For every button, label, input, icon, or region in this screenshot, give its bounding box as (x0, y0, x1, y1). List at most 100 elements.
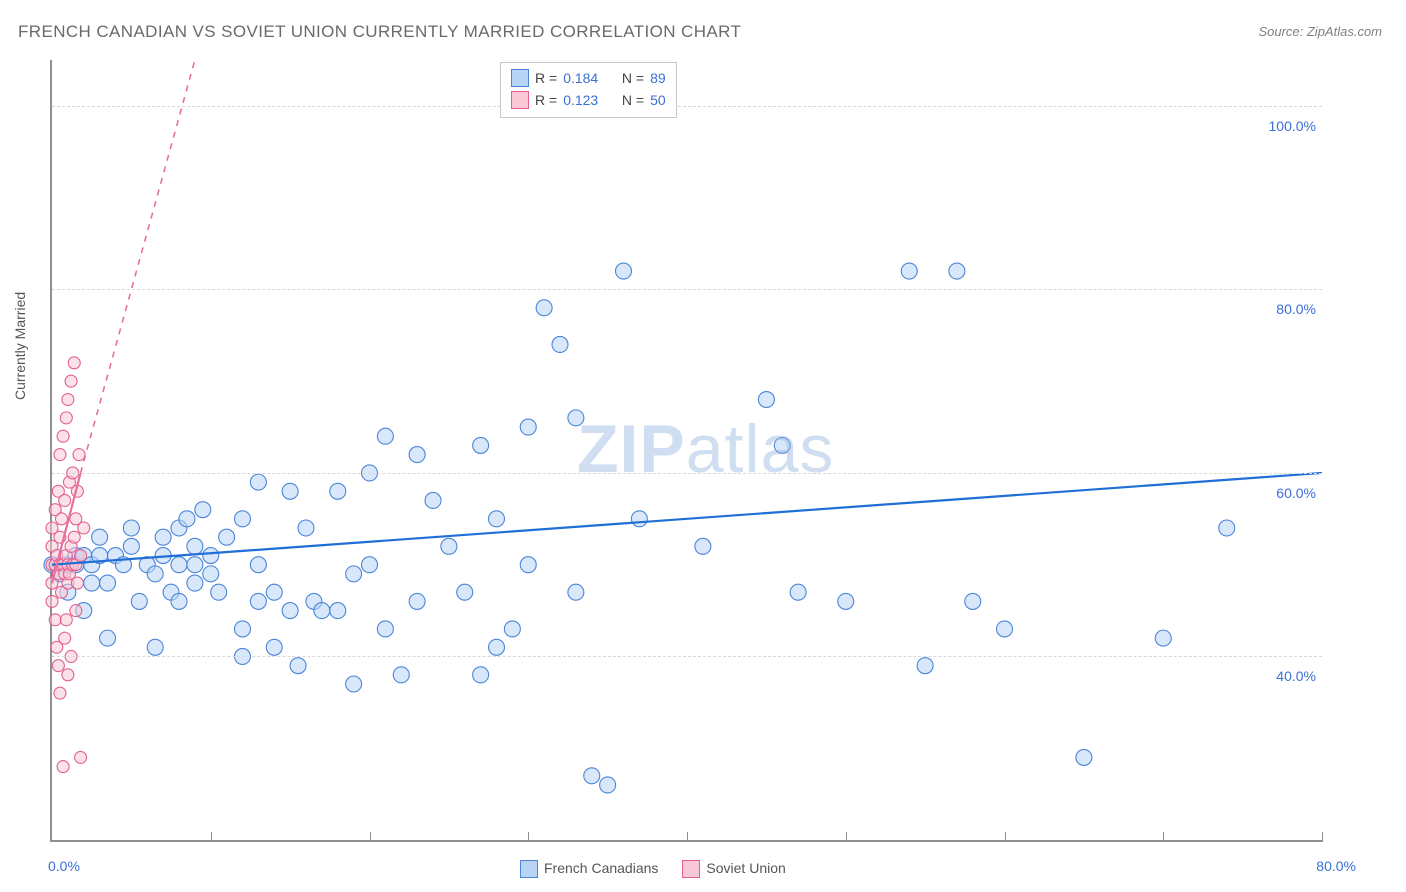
data-point (997, 621, 1013, 637)
data-point (46, 595, 58, 607)
series-legend: French Canadians Soviet Union (520, 860, 786, 878)
data-point (631, 511, 647, 527)
data-point (203, 548, 219, 564)
data-point (917, 658, 933, 674)
data-point (195, 502, 211, 518)
data-point (123, 520, 139, 536)
trend-line-soviet-dash (81, 60, 195, 473)
data-point (314, 603, 330, 619)
data-point (441, 538, 457, 554)
data-point (250, 474, 266, 490)
data-point (56, 513, 68, 525)
data-point (298, 520, 314, 536)
data-point (211, 584, 227, 600)
legend-r-label: R = (535, 67, 557, 89)
data-point (179, 511, 195, 527)
data-point (568, 410, 584, 426)
data-point (536, 300, 552, 316)
chart-title: FRENCH CANADIAN VS SOVIET UNION CURRENTL… (18, 22, 741, 42)
data-point (203, 566, 219, 582)
data-point (695, 538, 711, 554)
data-point (266, 584, 282, 600)
data-point (473, 437, 489, 453)
data-point (131, 593, 147, 609)
data-point (70, 605, 82, 617)
data-point (489, 639, 505, 655)
data-point (78, 522, 90, 534)
legend-label: French Canadians (544, 860, 658, 876)
data-point (600, 777, 616, 793)
data-point (59, 632, 71, 644)
y-tick-label: 60.0% (1256, 485, 1316, 501)
legend-n-label: N = (622, 89, 644, 111)
data-point (568, 584, 584, 600)
data-point (1155, 630, 1171, 646)
data-point (965, 593, 981, 609)
data-point (60, 412, 72, 424)
x-tick-mark (370, 832, 371, 842)
data-point (520, 557, 536, 573)
legend-row: R = 0.184 N = 89 (511, 67, 666, 89)
data-point (147, 566, 163, 582)
x-tick-mark (211, 832, 212, 842)
data-point (235, 621, 251, 637)
data-point (901, 263, 917, 279)
data-point (393, 667, 409, 683)
data-point (616, 263, 632, 279)
data-point (520, 419, 536, 435)
gridline (52, 106, 1322, 107)
data-point (489, 511, 505, 527)
data-point (92, 529, 108, 545)
legend-row: R = 0.123 N = 50 (511, 89, 666, 111)
x-axis-max-label: 80.0% (1316, 858, 1356, 874)
legend-item: Soviet Union (682, 860, 785, 878)
legend-n-value: 50 (650, 89, 666, 111)
y-tick-label: 40.0% (1256, 668, 1316, 684)
data-point (171, 593, 187, 609)
data-point (250, 557, 266, 573)
data-point (75, 751, 87, 763)
data-point (790, 584, 806, 600)
data-point (425, 492, 441, 508)
data-point (68, 531, 80, 543)
y-tick-label: 100.0% (1256, 118, 1316, 134)
data-point (504, 621, 520, 637)
data-point (62, 669, 74, 681)
data-point (409, 593, 425, 609)
data-point (71, 577, 83, 589)
data-point (68, 357, 80, 369)
data-point (552, 336, 568, 352)
gridline (52, 473, 1322, 474)
legend-swatch (511, 69, 529, 87)
x-tick-mark (1322, 832, 1323, 842)
gridline (52, 289, 1322, 290)
correlation-legend: R = 0.184 N = 89 R = 0.123 N = 50 (500, 62, 677, 118)
data-point (1076, 749, 1092, 765)
data-point (171, 557, 187, 573)
legend-r-label: R = (535, 89, 557, 111)
data-point (60, 614, 72, 626)
data-point (290, 658, 306, 674)
data-point (282, 603, 298, 619)
data-point (758, 392, 774, 408)
y-tick-label: 80.0% (1256, 301, 1316, 317)
data-point (473, 667, 489, 683)
data-point (266, 639, 282, 655)
legend-n-label: N = (622, 67, 644, 89)
data-point (75, 550, 87, 562)
x-tick-mark (528, 832, 529, 842)
data-point (100, 575, 116, 591)
legend-swatch (520, 860, 538, 878)
data-point (49, 614, 61, 626)
data-point (330, 603, 346, 619)
data-point (949, 263, 965, 279)
data-point (187, 538, 203, 554)
data-point (187, 575, 203, 591)
gridline (52, 656, 1322, 657)
data-point (346, 566, 362, 582)
data-point (346, 676, 362, 692)
data-point (219, 529, 235, 545)
plot-area: ZIPatlas 40.0%60.0%80.0%100.0% (50, 60, 1322, 842)
data-point (282, 483, 298, 499)
data-point (409, 447, 425, 463)
